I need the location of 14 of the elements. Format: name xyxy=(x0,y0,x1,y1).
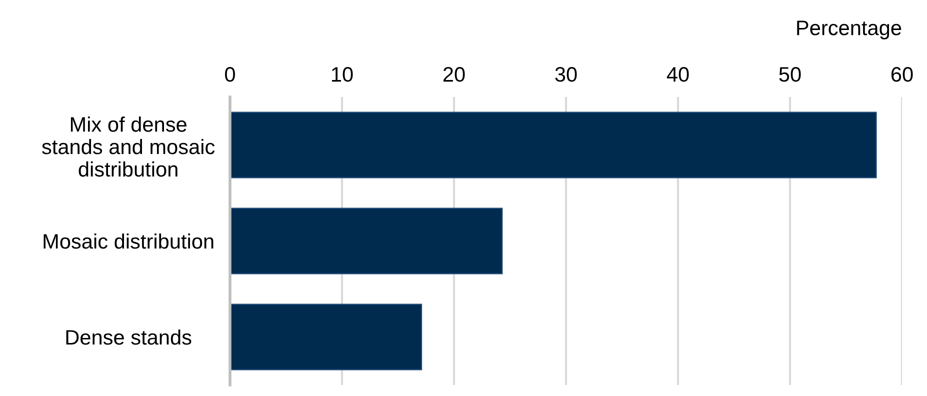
bar xyxy=(230,208,503,274)
x-tick-label: 50 xyxy=(779,67,801,82)
y-tick-label: Mosaic distribution xyxy=(44,233,214,249)
x-tick-label: 20 xyxy=(443,67,465,82)
x-tick-label: 60 xyxy=(891,67,913,82)
bar xyxy=(230,304,422,370)
y-tick-label: Mix of dense stands and mosaic distribution xyxy=(42,116,215,177)
x-tick-label: 30 xyxy=(555,67,577,82)
x-tick-label: 40 xyxy=(666,67,689,82)
y-tick-label: Dense stands xyxy=(66,329,192,345)
x-tick-label: 10 xyxy=(332,67,353,82)
x-axis-title: Percentage xyxy=(797,20,902,40)
bar xyxy=(230,112,877,178)
x-tick-label: 0 xyxy=(225,67,235,82)
